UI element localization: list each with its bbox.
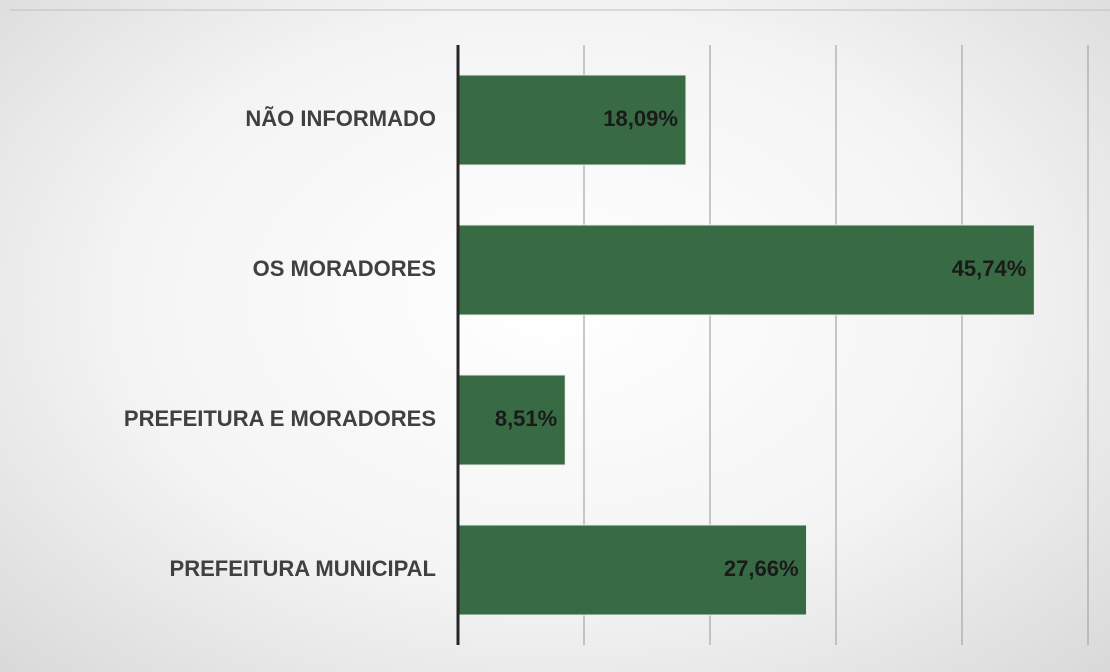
value-label: 8,51%: [495, 406, 557, 431]
y-tick-label: PREFEITURA E MORADORES: [124, 406, 436, 431]
y-tick-label: PREFEITURA MUNICIPAL: [170, 556, 436, 581]
value-label: 18,09%: [603, 106, 678, 131]
value-label: 27,66%: [724, 556, 799, 581]
value-label: 45,74%: [952, 256, 1027, 281]
bar: [457, 374, 566, 466]
y-tick-label: NÃO INFORMADO: [245, 106, 436, 131]
bar: [457, 524, 808, 616]
y-tick-label: OS MORADORES: [253, 256, 436, 281]
bar: [457, 224, 1035, 316]
